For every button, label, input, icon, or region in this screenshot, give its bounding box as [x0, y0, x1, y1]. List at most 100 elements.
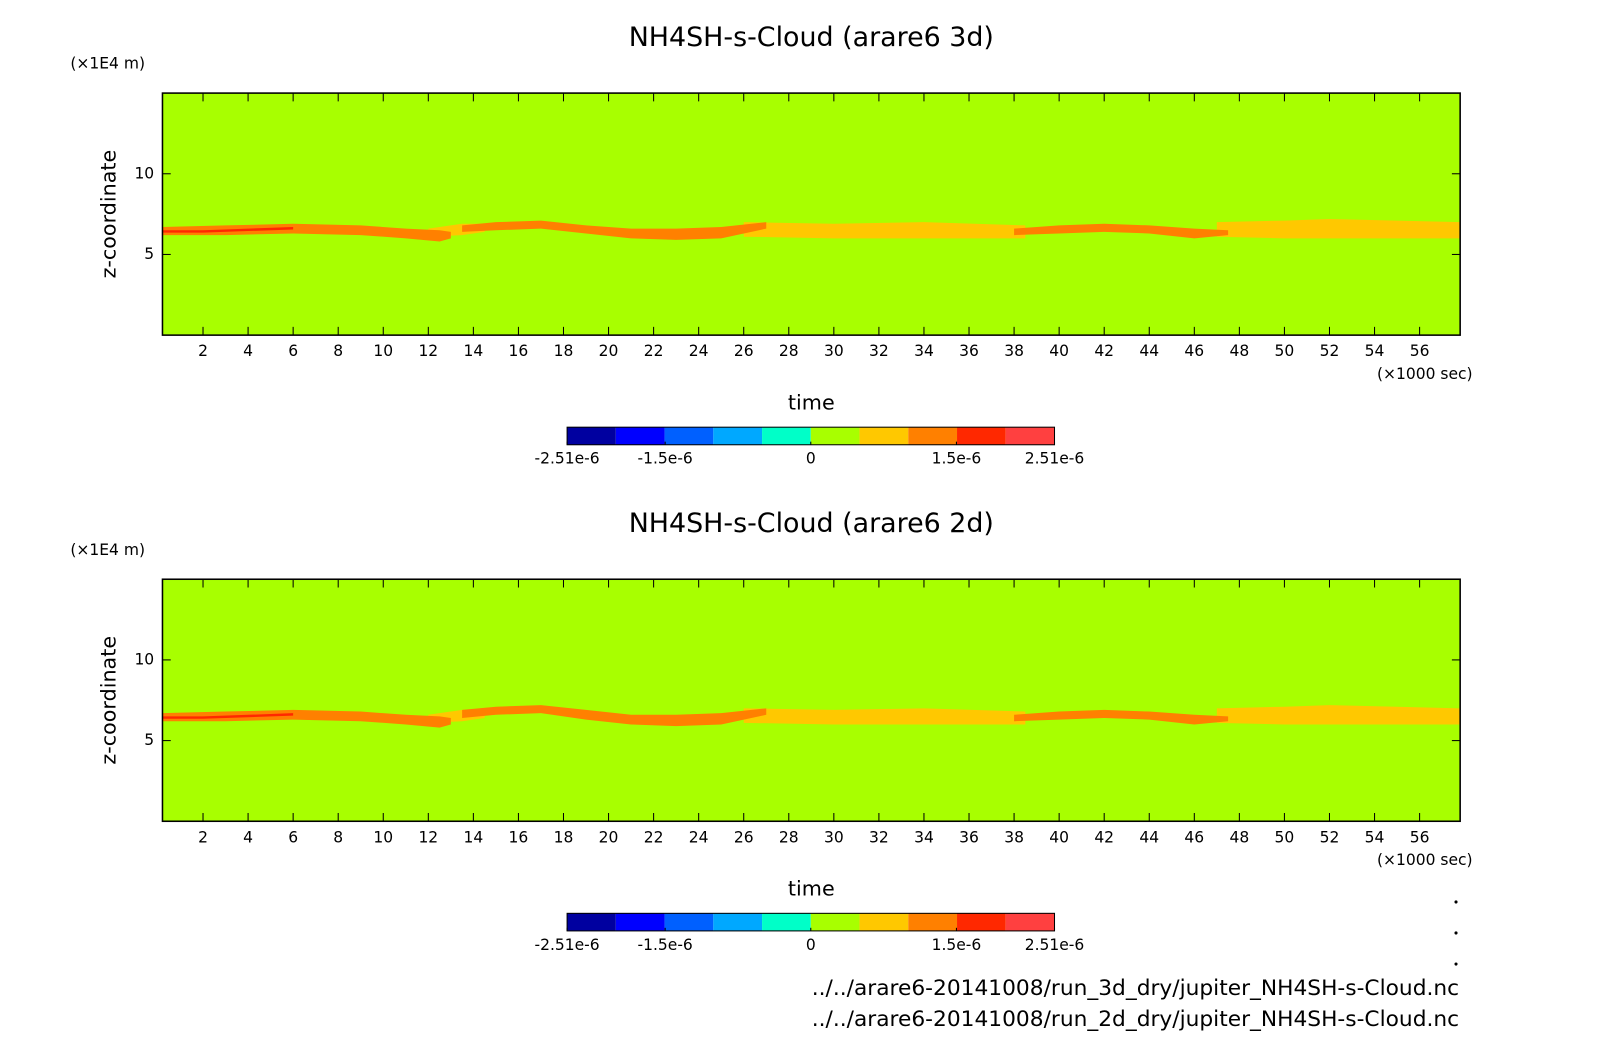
cloud-region: [743, 222, 1026, 239]
x-tick-label: 26: [734, 342, 754, 360]
x-tick-label: 30: [824, 342, 844, 360]
x-unit: (×1000 sec): [1377, 365, 1473, 383]
plot: NH4SH-s-Cloud (arare6 3d)(×1E4 m)2 4 6 8 10 1…: [70, 22, 1472, 468]
x-axis-label: time: [788, 877, 835, 901]
colorbar-bin: [615, 913, 665, 931]
x-tick-label: 42: [1094, 828, 1114, 846]
x-tick-label: 6: [288, 342, 298, 360]
x-tick-label: 10: [373, 828, 393, 846]
x-tick-label: 18: [554, 342, 574, 360]
colorbar-tick-label: 0: [806, 936, 816, 954]
x-tick-label: 24: [689, 342, 709, 360]
x-tick-label: 30: [824, 828, 844, 846]
colorbar-tick-label: 1.5e-6: [932, 450, 982, 468]
x-tick-label: 8: [333, 828, 343, 846]
y-axis-label: z-coordinate: [97, 150, 121, 279]
colorbar-bin: [567, 913, 616, 931]
cloud-region: [1014, 709, 1229, 725]
x-tick-label: 16: [509, 342, 529, 360]
x-tick-label: 14: [464, 342, 484, 360]
x-tick-label: 50: [1275, 828, 1295, 846]
x-tick-label: 16: [509, 828, 529, 846]
x-tick-label: 46: [1184, 342, 1204, 360]
cloud-region: [162, 713, 294, 719]
plot-frame: [161, 578, 1461, 823]
x-tick-label: 12: [418, 342, 438, 360]
cloud-region: [162, 227, 294, 233]
x-tick-label: 2: [198, 828, 208, 846]
colorbar-tick-label: 2.51e-6: [1025, 450, 1085, 468]
colorbar-bin: [713, 427, 763, 445]
colorbar-bin: [664, 913, 714, 931]
x-tick-label: 28: [779, 828, 799, 846]
y-unit: (×1E4 m): [70, 55, 145, 73]
colorbar-tick-label: -1.5e-6: [638, 450, 693, 468]
x-tick-label: 56: [1410, 342, 1430, 360]
cloud-region: [462, 220, 767, 240]
x-tick-label: 52: [1320, 342, 1340, 360]
colorbar-bin: [859, 427, 909, 445]
x-tick-label: 12: [418, 828, 438, 846]
plot-background: [162, 93, 1461, 336]
colorbar-tick-label: -2.51e-6: [535, 450, 600, 468]
cloud-region: [162, 223, 451, 242]
colorbar-bin: [810, 913, 860, 931]
x-tick-label: 54: [1365, 342, 1385, 360]
x-tick-label: 44: [1139, 828, 1159, 846]
x-tick-label: 44: [1139, 342, 1159, 360]
x-tick-label: 46: [1184, 828, 1204, 846]
colorbar-bin: [615, 427, 665, 445]
chart-title: NH4SH-s-Cloud (arare6 3d): [629, 22, 994, 53]
x-tick-label: 24: [689, 828, 709, 846]
colorbar-bin: [567, 427, 616, 445]
x-tick-label: 6: [288, 828, 298, 846]
colorbar-bin: [762, 913, 811, 931]
cloud-region: [1216, 218, 1461, 239]
y-axis-label: z-coordinate: [97, 636, 121, 765]
cloud-region: [743, 708, 1026, 725]
x-tick-label: 8: [333, 342, 343, 360]
dot: [1454, 962, 1458, 966]
x-tick-label: 14: [464, 828, 484, 846]
colorbar-bin: [762, 427, 811, 445]
colorbar-bin: [908, 913, 958, 931]
cloud-region: [462, 705, 767, 727]
colorbar-bin: [713, 913, 763, 931]
cloud-region: [1014, 223, 1229, 239]
x-tick-label: 28: [779, 342, 799, 360]
plot-frame: [161, 92, 1461, 336]
x-unit: (×1000 sec): [1377, 851, 1473, 869]
x-tick-label: 32: [869, 828, 889, 846]
colorbar-bin: [957, 427, 1006, 445]
x-tick-label: 18: [554, 828, 574, 846]
cloud-region: [1216, 705, 1461, 725]
x-tick-label: 56: [1410, 828, 1430, 846]
chart-title: NH4SH-s-Cloud (arare6 2d): [629, 508, 994, 539]
colorbar-bin: [810, 427, 860, 445]
plot: NH4SH-s-Cloud (arare6 2d)(×1E4 m)2 4 6 8 10 1…: [70, 508, 1472, 954]
x-tick-label: 32: [869, 342, 889, 360]
x-tick-label: 22: [644, 828, 664, 846]
y-tick-label: 10: [134, 650, 154, 668]
y-tick-label: 5: [144, 731, 154, 749]
colorbar-bin: [664, 427, 714, 445]
x-tick-label: 52: [1320, 828, 1340, 846]
x-tick-label: 2: [198, 342, 208, 360]
x-tick-label: 48: [1230, 342, 1250, 360]
y-tick-label: 5: [144, 245, 154, 263]
colorbar-tick-label: 1.5e-6: [932, 936, 982, 954]
x-tick-label: 34: [914, 828, 934, 846]
colorbar-bin: [1005, 913, 1055, 931]
colorbar-bin: [859, 913, 909, 931]
colorbar-bin: [1005, 427, 1055, 445]
x-tick-label: 10: [373, 342, 393, 360]
x-tick-label: 36: [959, 828, 979, 846]
x-tick-label: 50: [1275, 342, 1295, 360]
dot: [1454, 931, 1458, 935]
dot: [1454, 900, 1458, 904]
footnote: ../../arare6-20141008/run_2d_dry/jupiter…: [812, 1007, 1459, 1032]
x-tick-label: 20: [599, 828, 619, 846]
x-tick-label: 22: [644, 342, 664, 360]
y-tick-label: 10: [134, 164, 154, 182]
x-tick-label: 54: [1365, 828, 1385, 846]
